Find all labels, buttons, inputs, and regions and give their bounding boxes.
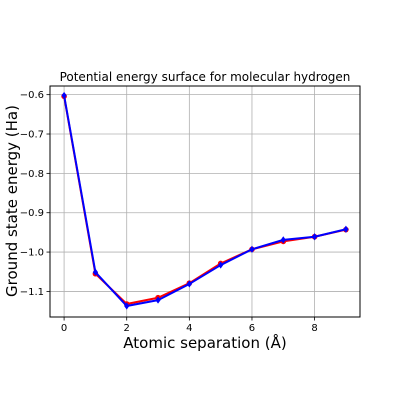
data-point bbox=[311, 233, 318, 241]
x-tick-label: 2 bbox=[124, 323, 130, 334]
y-tick-label: −0.8 bbox=[20, 169, 44, 180]
y-tick-label: −0.9 bbox=[20, 208, 44, 219]
data-point bbox=[280, 236, 286, 244]
y-tick-label: −1.1 bbox=[20, 287, 44, 298]
x-axis-label: Atomic separation (Å) bbox=[123, 333, 286, 352]
ticks: 0 2 4 6 8 −0.6 −0.7 −0.8 −0.9 −1.0 −1.1 bbox=[20, 90, 318, 334]
data-point bbox=[218, 261, 224, 269]
grid bbox=[50, 86, 360, 317]
data-point bbox=[186, 280, 192, 288]
y-tick-label: −1.0 bbox=[20, 248, 44, 259]
data-point bbox=[155, 296, 161, 304]
data-point bbox=[124, 302, 130, 310]
y-axis-label: Ground state energy (Ha) bbox=[3, 105, 21, 297]
y-tick-label: −0.7 bbox=[20, 130, 44, 141]
x-tick-label: 8 bbox=[311, 323, 317, 334]
data-point bbox=[92, 268, 99, 276]
data-point bbox=[249, 245, 255, 253]
x-tick-label: 4 bbox=[186, 323, 192, 334]
chart-title: Potential energy surface for molecular h… bbox=[60, 70, 351, 84]
x-tick-label: 0 bbox=[61, 323, 67, 334]
series-line bbox=[63, 95, 347, 307]
series-layer bbox=[61, 91, 349, 310]
y-tick-label: −0.6 bbox=[20, 90, 44, 101]
plot-frame bbox=[49, 85, 361, 318]
x-tick-label: 6 bbox=[249, 323, 255, 334]
data-point bbox=[343, 225, 349, 233]
data-point bbox=[61, 91, 67, 100]
series-1 bbox=[61, 91, 349, 310]
